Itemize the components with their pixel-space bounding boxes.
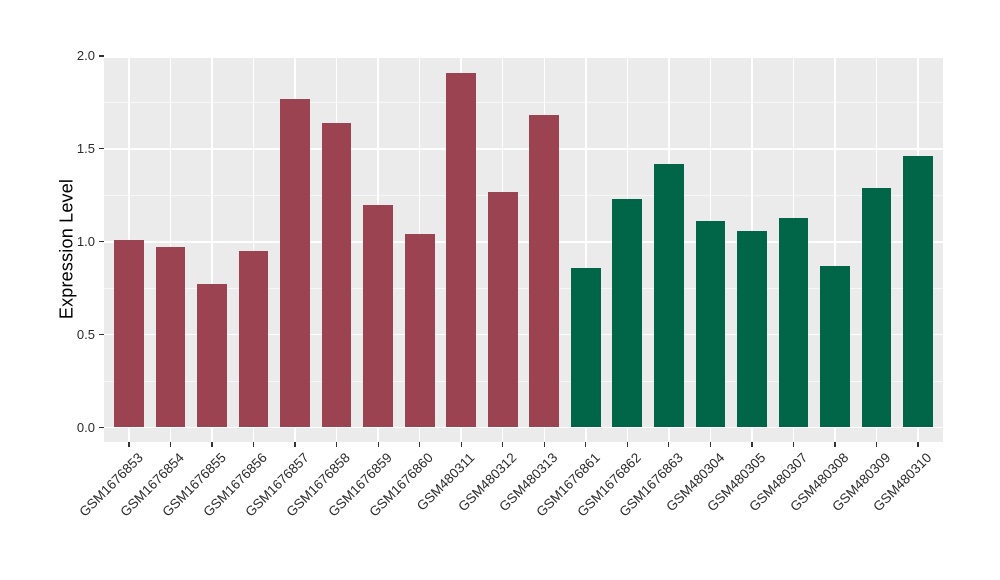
y-tick-label: 0.0 — [76, 419, 95, 435]
bar-GSM1676861 — [570, 267, 601, 428]
x-tick-mark — [502, 442, 504, 447]
y-tick-mark — [99, 148, 104, 150]
x-tick-mark — [875, 442, 878, 447]
gridline-major — [104, 426, 943, 429]
x-tick-mark — [751, 442, 753, 447]
x-tick-mark — [792, 442, 795, 447]
y-tick-label: 0.5 — [76, 326, 95, 342]
y-tick-mark — [99, 241, 104, 243]
bar-GSM1676854 — [155, 247, 186, 428]
bar-GSM480308 — [820, 265, 850, 428]
y-tick-mark — [99, 334, 104, 336]
bar-GSM1676857 — [280, 98, 310, 428]
x-tick-mark — [294, 442, 296, 447]
bar-GSM1676859 — [363, 204, 393, 428]
bar-GSM1676856 — [238, 251, 269, 428]
x-tick-mark — [377, 442, 379, 447]
bar-GSM1676853 — [114, 239, 144, 428]
x-tick-mark — [169, 442, 172, 447]
bar-GSM480312 — [487, 191, 518, 428]
bar-GSM1676860 — [404, 234, 435, 428]
y-tick-label: 1.0 — [76, 233, 95, 249]
gridline-major — [104, 148, 943, 150]
x-tick-mark — [335, 442, 338, 447]
x-tick-mark — [543, 442, 545, 447]
y-tick-label: 2.0 — [76, 48, 95, 63]
gridline-minor — [104, 101, 943, 103]
bar-GSM1676858 — [321, 122, 352, 428]
x-tick-mark — [626, 442, 628, 447]
x-tick-mark — [128, 442, 130, 447]
x-tick-mark — [460, 442, 462, 447]
gridline-vertical — [834, 56, 836, 442]
x-tick-mark — [252, 442, 255, 447]
x-tick-mark — [834, 442, 836, 447]
bar-GSM480309 — [861, 187, 892, 428]
gridline-vertical — [211, 56, 213, 442]
x-tick-mark — [709, 442, 711, 447]
bar-GSM480304 — [695, 221, 726, 428]
gridline-major — [104, 56, 943, 58]
plot-panel — [104, 56, 943, 442]
bar-GSM480310 — [903, 156, 933, 428]
gridline-vertical — [585, 56, 587, 442]
x-tick-mark — [917, 442, 919, 447]
bar-GSM480307 — [778, 217, 809, 428]
gridline-minor — [104, 287, 943, 289]
y-tick-label: 1.5 — [76, 140, 95, 156]
gridline-minor — [104, 380, 943, 382]
gridline-vertical — [252, 56, 255, 442]
bar-GSM1676863 — [654, 163, 684, 428]
x-tick-mark — [668, 442, 670, 447]
gridline-major — [104, 333, 943, 336]
bar-GSM1676855 — [197, 284, 227, 428]
bar-GSM480311 — [446, 72, 477, 428]
x-tick-mark — [585, 442, 587, 447]
bar-GSM480313 — [529, 115, 560, 428]
bar-GSM480305 — [737, 230, 767, 428]
x-tick-mark — [419, 442, 421, 447]
y-tick-mark — [99, 55, 104, 57]
bar-GSM1676862 — [612, 199, 643, 428]
gridline-major — [104, 241, 943, 243]
gridline-minor — [104, 194, 943, 196]
y-tick-mark — [99, 426, 104, 429]
x-tick-mark — [211, 442, 213, 447]
